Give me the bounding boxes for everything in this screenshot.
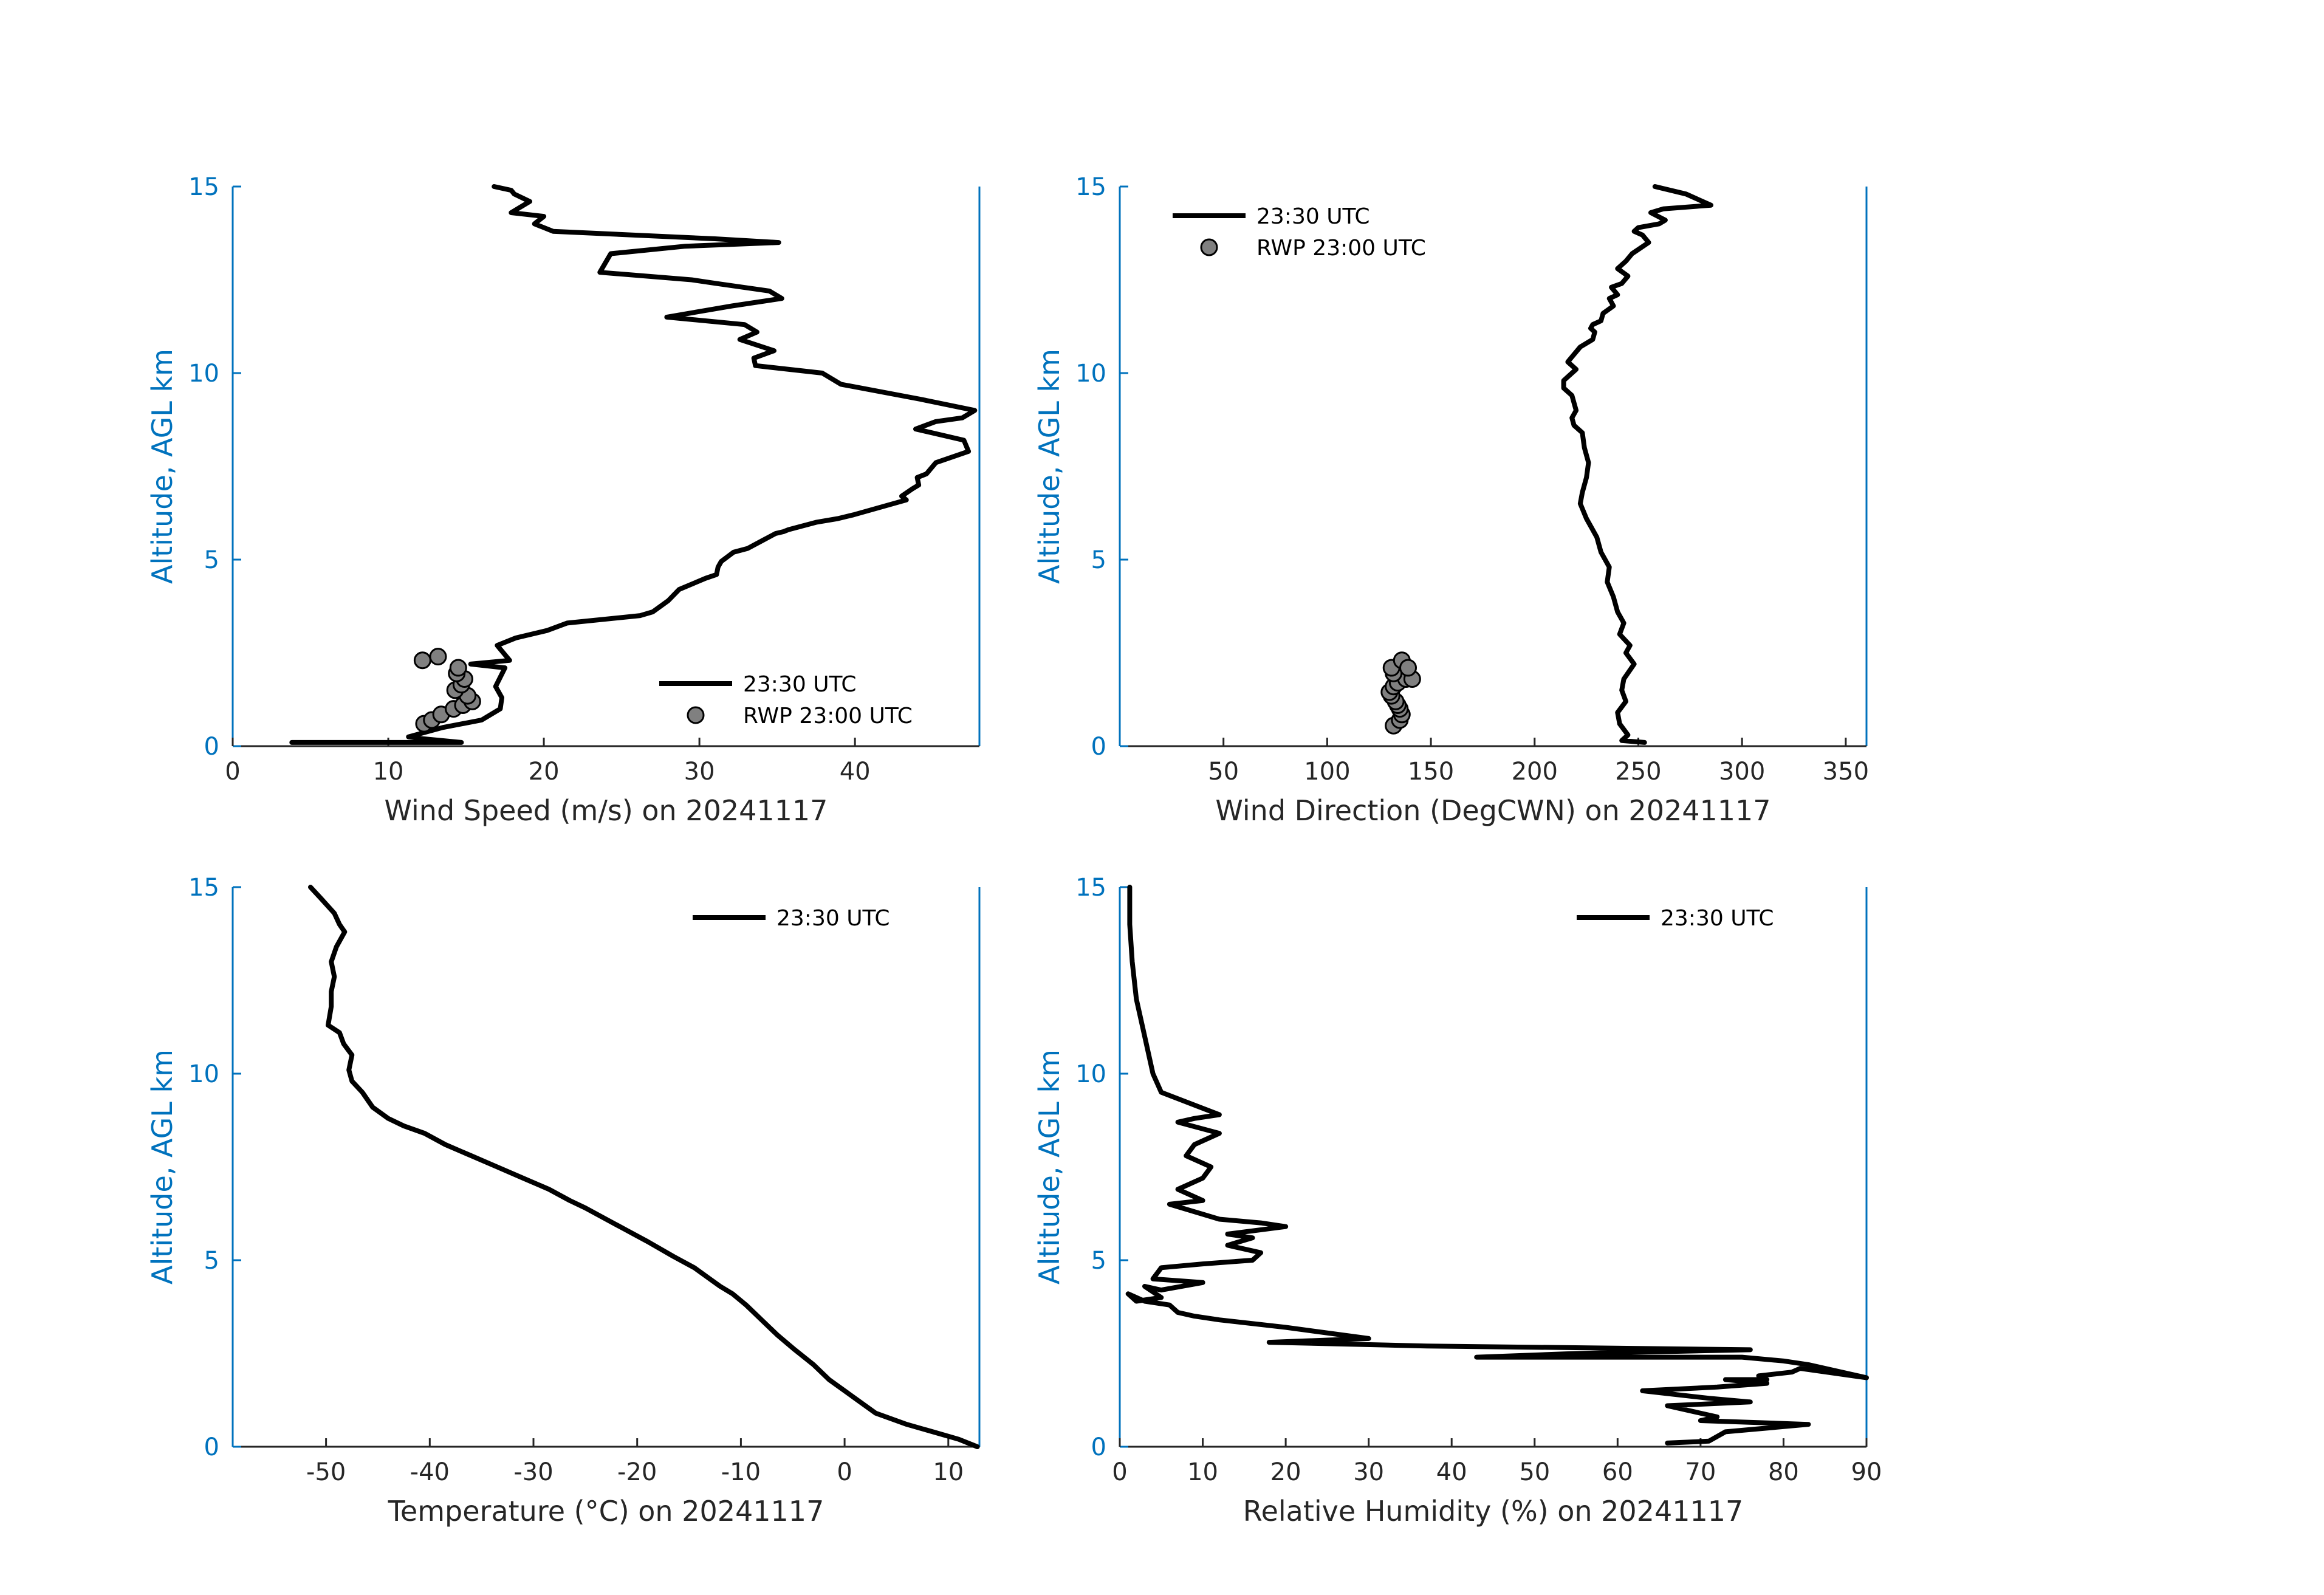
y-tick-label: 5 — [1091, 546, 1106, 574]
x-tick-label: 70 — [1685, 1458, 1716, 1486]
x-tick-label: 150 — [1408, 758, 1454, 786]
x-tick-label: 0 — [837, 1458, 852, 1486]
x-tick-label: 60 — [1602, 1458, 1633, 1486]
data-point — [449, 659, 467, 677]
x-tick-label: 300 — [1719, 758, 1765, 786]
x-tick-label: -10 — [721, 1458, 761, 1486]
x-axis-label: Temperature (°C) on 20241117 — [388, 1495, 824, 1528]
legend: 23:30 UTC — [1577, 906, 1774, 931]
legend-marker-swatch — [1200, 238, 1218, 256]
series-line-profile — [308, 885, 980, 1449]
y-tick-label: 15 — [188, 874, 219, 902]
x-tick-label: 20 — [1270, 1458, 1301, 1486]
axes: 0 5 10 15 0 10 20 30 40 — [188, 173, 981, 786]
x-tick-label: 40 — [840, 758, 871, 786]
y-axis-label: Altitude, AGL km — [1033, 1049, 1066, 1285]
x-tick-label: 350 — [1823, 758, 1869, 786]
series-line-profile — [1125, 885, 1869, 1446]
x-tick-label: 30 — [1353, 1458, 1384, 1486]
y-tick-label: 10 — [188, 1060, 219, 1088]
legend-marker-swatch — [687, 706, 705, 724]
legend-label-profile: 23:30 UTC — [1256, 204, 1370, 229]
x-tick-label: -20 — [617, 1458, 657, 1486]
panel-wind-speed: Altitude, AGL km Wind Speed (m/s) on 202… — [146, 173, 981, 827]
y-tick-label: 5 — [204, 546, 219, 574]
y-axis-label: Altitude, AGL km — [146, 1049, 179, 1285]
series-line-profile — [1561, 184, 1713, 745]
y-tick-label: 10 — [1075, 1060, 1106, 1088]
data-point — [413, 651, 431, 670]
x-tick-label: 10 — [1187, 1458, 1218, 1486]
y-tick-label: 15 — [1075, 173, 1106, 201]
x-tick-label: 30 — [684, 758, 715, 786]
x-tick-label: 40 — [1436, 1458, 1467, 1486]
y-axis-label: Altitude, AGL km — [146, 349, 179, 584]
x-tick-label: 100 — [1304, 758, 1350, 786]
y-tick-label: 10 — [188, 360, 219, 388]
x-tick-label: 50 — [1519, 1458, 1550, 1486]
y-tick-label: 0 — [204, 1433, 219, 1461]
x-tick-label: 0 — [225, 758, 240, 786]
x-axis-label: Wind Direction (DegCWN) on 20241117 — [1215, 794, 1770, 827]
data-point — [429, 648, 447, 666]
series-markers-rwp — [413, 648, 481, 733]
x-tick-label: 200 — [1512, 758, 1558, 786]
y-tick-label: 0 — [1091, 733, 1106, 761]
legend-label-rwp: RWP 23:00 UTC — [743, 704, 913, 729]
x-tick-label: 10 — [373, 758, 404, 786]
legend-label-profile: 23:30 UTC — [743, 672, 857, 697]
x-tick-label: 90 — [1851, 1458, 1882, 1486]
legend: 23:30 UTC RWP 23:00 UTC — [1173, 204, 1426, 261]
y-tick-label: 5 — [1091, 1247, 1106, 1275]
y-tick-label: 0 — [204, 733, 219, 761]
legend: 23:30 UTC RWP 23:00 UTC — [659, 672, 913, 729]
y-axis-label: Altitude, AGL km — [1033, 349, 1066, 584]
x-tick-label: -30 — [513, 1458, 553, 1486]
x-tick-label: 20 — [529, 758, 560, 786]
legend: 23:30 UTC — [693, 906, 890, 931]
x-axis-label: Relative Humidity (%) on 20241117 — [1243, 1495, 1744, 1528]
y-tick-label: 0 — [1091, 1433, 1106, 1461]
series-line-profile — [289, 184, 978, 745]
legend-label-rwp: RWP 23:00 UTC — [1256, 236, 1426, 261]
y-tick-label: 10 — [1075, 360, 1106, 388]
x-tick-label: 250 — [1615, 758, 1661, 786]
y-tick-label: 5 — [204, 1247, 219, 1275]
data-point — [1399, 659, 1417, 677]
axes: 0 5 10 15 0 10 20 30 40 50 60 70 80 90 — [1075, 874, 1882, 1486]
axes: 0 5 10 15 50 100 150 200 250 300 350 — [1075, 173, 1869, 786]
x-axis-label: Wind Speed (m/s) on 20241117 — [385, 794, 828, 827]
panel-wind-direction: Altitude, AGL km Wind Direction (DegCWN)… — [1033, 173, 1869, 827]
x-tick-label: 0 — [1112, 1458, 1127, 1486]
panel-relative-humidity: Altitude, AGL km Relative Humidity (%) o… — [1033, 874, 1882, 1528]
y-tick-label: 15 — [188, 173, 219, 201]
x-tick-label: 50 — [1208, 758, 1239, 786]
x-tick-label: 10 — [933, 1458, 964, 1486]
x-tick-label: -40 — [410, 1458, 450, 1486]
legend-label-profile: 23:30 UTC — [1661, 906, 1774, 931]
x-tick-label: -50 — [306, 1458, 346, 1486]
y-tick-label: 15 — [1075, 874, 1106, 902]
legend-label-profile: 23:30 UTC — [776, 906, 890, 931]
x-tick-label: 80 — [1768, 1458, 1799, 1486]
series-markers-rwp — [1380, 651, 1421, 735]
axes: 0 5 10 15 -50 -40 -30 -20 -10 0 10 — [188, 874, 981, 1486]
panel-temperature: Altitude, AGL km Temperature (°C) on 202… — [146, 874, 981, 1528]
